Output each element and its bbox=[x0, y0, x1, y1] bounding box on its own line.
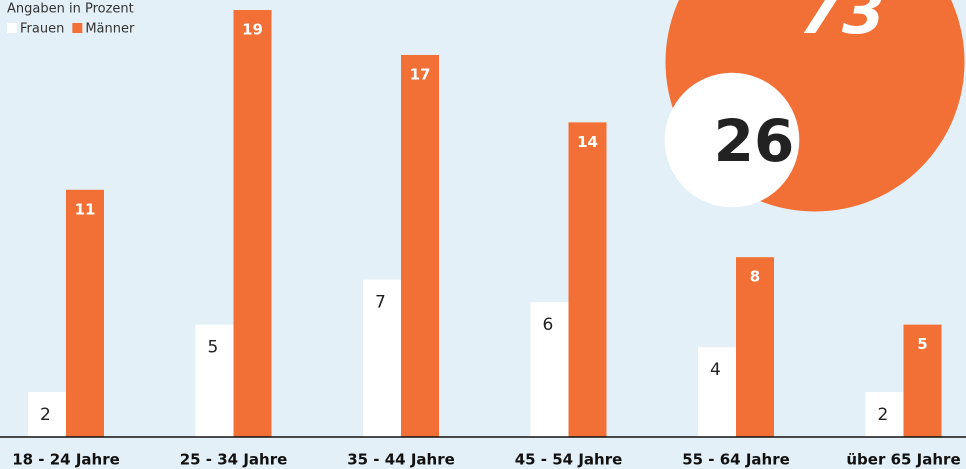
bar bbox=[401, 54, 439, 438]
total-circle bbox=[664, 72, 800, 208]
total-label: 73 bbox=[799, 0, 885, 48]
data-label: 17 bbox=[410, 65, 431, 83]
subtitle: Angaben in Prozent bbox=[7, 2, 134, 17]
x-tick-label: 45 - 54 Jahre bbox=[515, 451, 623, 469]
x-tick-label: 35 - 44 Jahre bbox=[347, 451, 455, 469]
data-label: 7 bbox=[375, 293, 386, 313]
data-label: 6 bbox=[543, 315, 554, 335]
x-tick-label: 18 - 24 Jahre bbox=[12, 451, 120, 469]
data-label: 14 bbox=[577, 133, 598, 151]
data-label: 4 bbox=[710, 360, 721, 380]
data-label: 8 bbox=[750, 268, 760, 286]
legend-label: Männer bbox=[85, 22, 135, 37]
x-tick-label: 55 - 64 Jahre bbox=[682, 451, 790, 469]
bar bbox=[736, 257, 774, 437]
data-label: 2 bbox=[40, 405, 51, 425]
data-label: 5 bbox=[208, 338, 219, 358]
bar bbox=[903, 324, 942, 437]
legend-label: Frauen bbox=[20, 22, 64, 37]
bar bbox=[195, 324, 234, 437]
legend-swatch bbox=[7, 23, 17, 33]
bar bbox=[568, 122, 607, 438]
x-tick-label: über 65 Jahre bbox=[846, 451, 960, 469]
bar bbox=[66, 189, 104, 437]
legend-swatch bbox=[72, 23, 83, 33]
bar bbox=[865, 392, 904, 437]
bar bbox=[28, 392, 66, 437]
data-label: 2 bbox=[878, 405, 889, 425]
bar bbox=[363, 279, 401, 437]
data-label: 5 bbox=[917, 335, 927, 353]
bar bbox=[233, 10, 272, 437]
total-label: 26 bbox=[714, 107, 795, 175]
bar bbox=[530, 302, 569, 437]
bar bbox=[698, 347, 736, 437]
data-label: 11 bbox=[75, 200, 96, 218]
data-label: 19 bbox=[242, 21, 263, 39]
x-tick-label: 25 - 34 Jahre bbox=[180, 451, 288, 469]
